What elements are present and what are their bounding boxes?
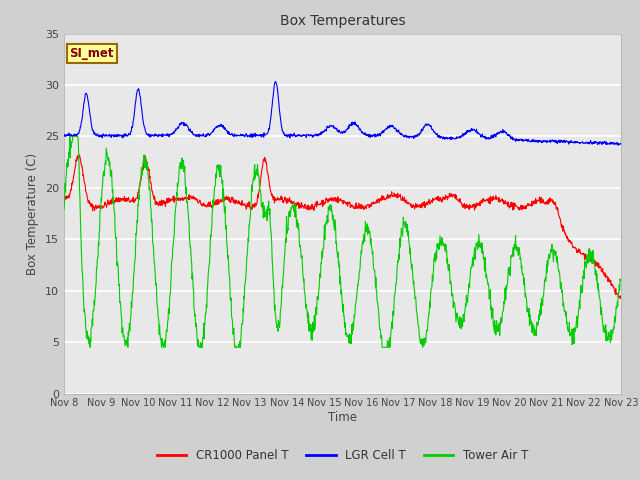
Legend: CR1000 Panel T, LGR Cell T, Tower Air T: CR1000 Panel T, LGR Cell T, Tower Air T [152, 444, 532, 467]
Title: Box Temperatures: Box Temperatures [280, 14, 405, 28]
Y-axis label: Box Temperature (C): Box Temperature (C) [26, 153, 40, 275]
Text: SI_met: SI_met [70, 47, 114, 60]
X-axis label: Time: Time [328, 411, 357, 424]
